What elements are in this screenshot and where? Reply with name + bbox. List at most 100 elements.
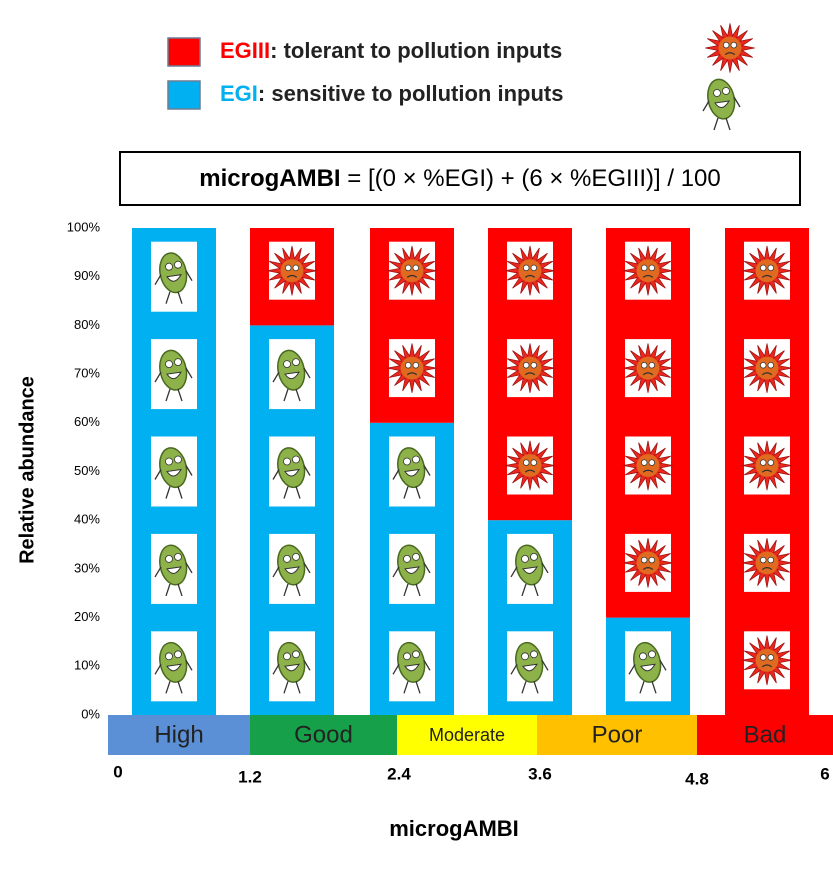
icon-eye (768, 362, 774, 368)
y-tick-label: 90% (74, 268, 100, 283)
icon-face (756, 454, 779, 477)
germ-icon (267, 246, 316, 295)
bean-icon (703, 77, 740, 130)
icon-eye (413, 265, 419, 271)
y-tick-label: 10% (74, 658, 100, 673)
icon-eye (284, 458, 291, 465)
icon-eye (413, 362, 419, 368)
icon-eye (166, 361, 173, 368)
icon-face (401, 259, 424, 282)
germ-icon (623, 343, 672, 392)
icon-eye (285, 265, 291, 271)
germ-icon (623, 441, 672, 490)
icon-eye (714, 90, 721, 97)
legend-name: EGI (220, 81, 258, 106)
icon-face (756, 552, 779, 575)
icon-face (756, 357, 779, 380)
germ-icon (705, 23, 754, 72)
icon-face (281, 259, 304, 282)
y-tick-label: 60% (74, 414, 100, 429)
icon-eye (641, 460, 647, 466)
x-tick-label: 4.8 (685, 769, 709, 788)
icon-eye (641, 362, 647, 368)
icon-eye (413, 553, 420, 560)
icon-eye (768, 655, 774, 661)
y-tick-label: 100% (67, 219, 101, 234)
icon-eye (404, 653, 411, 660)
icon-eye (731, 42, 737, 48)
germ-icon (742, 538, 791, 587)
icon-eye (531, 651, 538, 658)
legend-swatch (168, 38, 200, 66)
icon-face (637, 454, 660, 477)
chart: microgAMBI = [(0 × %EGI) + (6 × %EGIII)]… (0, 0, 833, 872)
icon-eye (404, 555, 411, 562)
y-axis-label: Relative abundance (16, 376, 38, 564)
icon-body (704, 77, 738, 122)
icon-face (756, 649, 779, 672)
icon-eye (768, 265, 774, 271)
germ-icon (387, 343, 436, 392)
icon-eye (723, 42, 729, 48)
formula-rest: = [(0 × %EGI) + (6 × %EGIII)] / 100 (341, 165, 721, 192)
y-tick-label: 80% (74, 317, 100, 332)
x-axis-label: microgAMBI (389, 816, 519, 841)
icon-eye (523, 362, 529, 368)
icon-eye (166, 653, 173, 660)
germ-icon (505, 441, 554, 490)
legend-description: : tolerant to pollution inputs (270, 38, 562, 63)
icon-eye (768, 557, 774, 563)
x-tick-label: 1.2 (238, 767, 262, 786)
icon-eye (166, 458, 173, 465)
icon-eye (413, 651, 420, 658)
icon-eye (405, 265, 411, 271)
legend-entry: EGIII: tolerant to pollution inputs (220, 38, 562, 63)
germ-icon (742, 246, 791, 295)
germ-icon (742, 441, 791, 490)
icon-eye (175, 261, 182, 268)
icon-eye (760, 362, 766, 368)
icon-face (637, 357, 660, 380)
icon-eye (284, 361, 291, 368)
icon-eye (641, 557, 647, 563)
icon-eye (293, 456, 300, 463)
icon-eye (649, 557, 655, 563)
icon-eye (175, 359, 182, 366)
icon-eye (531, 265, 537, 271)
icon-eye (293, 553, 300, 560)
icon-eye (522, 555, 529, 562)
icon-eye (723, 88, 730, 95)
icon-eye (166, 263, 173, 270)
icon-eye (640, 653, 647, 660)
icon-eye (522, 653, 529, 660)
germ-icon (742, 636, 791, 685)
x-tick-label: 3.6 (528, 764, 552, 783)
icon-eye (293, 651, 300, 658)
icon-eye (293, 359, 300, 366)
x-tick-label: 0 (113, 762, 122, 781)
icon-face (519, 454, 542, 477)
icon-eye (760, 265, 766, 271)
icon-face (637, 552, 660, 575)
icon-eye (405, 362, 411, 368)
y-tick-label: 20% (74, 609, 100, 624)
germ-icon (742, 343, 791, 392)
icon-face (756, 259, 779, 282)
y-tick-label: 0% (81, 706, 100, 721)
icon-eye (760, 460, 766, 466)
icon-eye (404, 458, 411, 465)
status-label: Good (294, 721, 353, 748)
x-tick-label: 2.4 (387, 764, 411, 783)
icon-eye (175, 651, 182, 658)
germ-icon (505, 343, 554, 392)
legend-name: EGIII (220, 38, 270, 63)
icon-face (401, 357, 424, 380)
icon-eye (760, 557, 766, 563)
icon-eye (175, 456, 182, 463)
icon-eye (284, 653, 291, 660)
icon-eye (531, 460, 537, 466)
formula: microgAMBI = [(0 × %EGI) + (6 × %EGIII)]… (199, 165, 721, 192)
icon-eye (641, 265, 647, 271)
status-label: Bad (744, 721, 787, 748)
icon-eye (649, 460, 655, 466)
